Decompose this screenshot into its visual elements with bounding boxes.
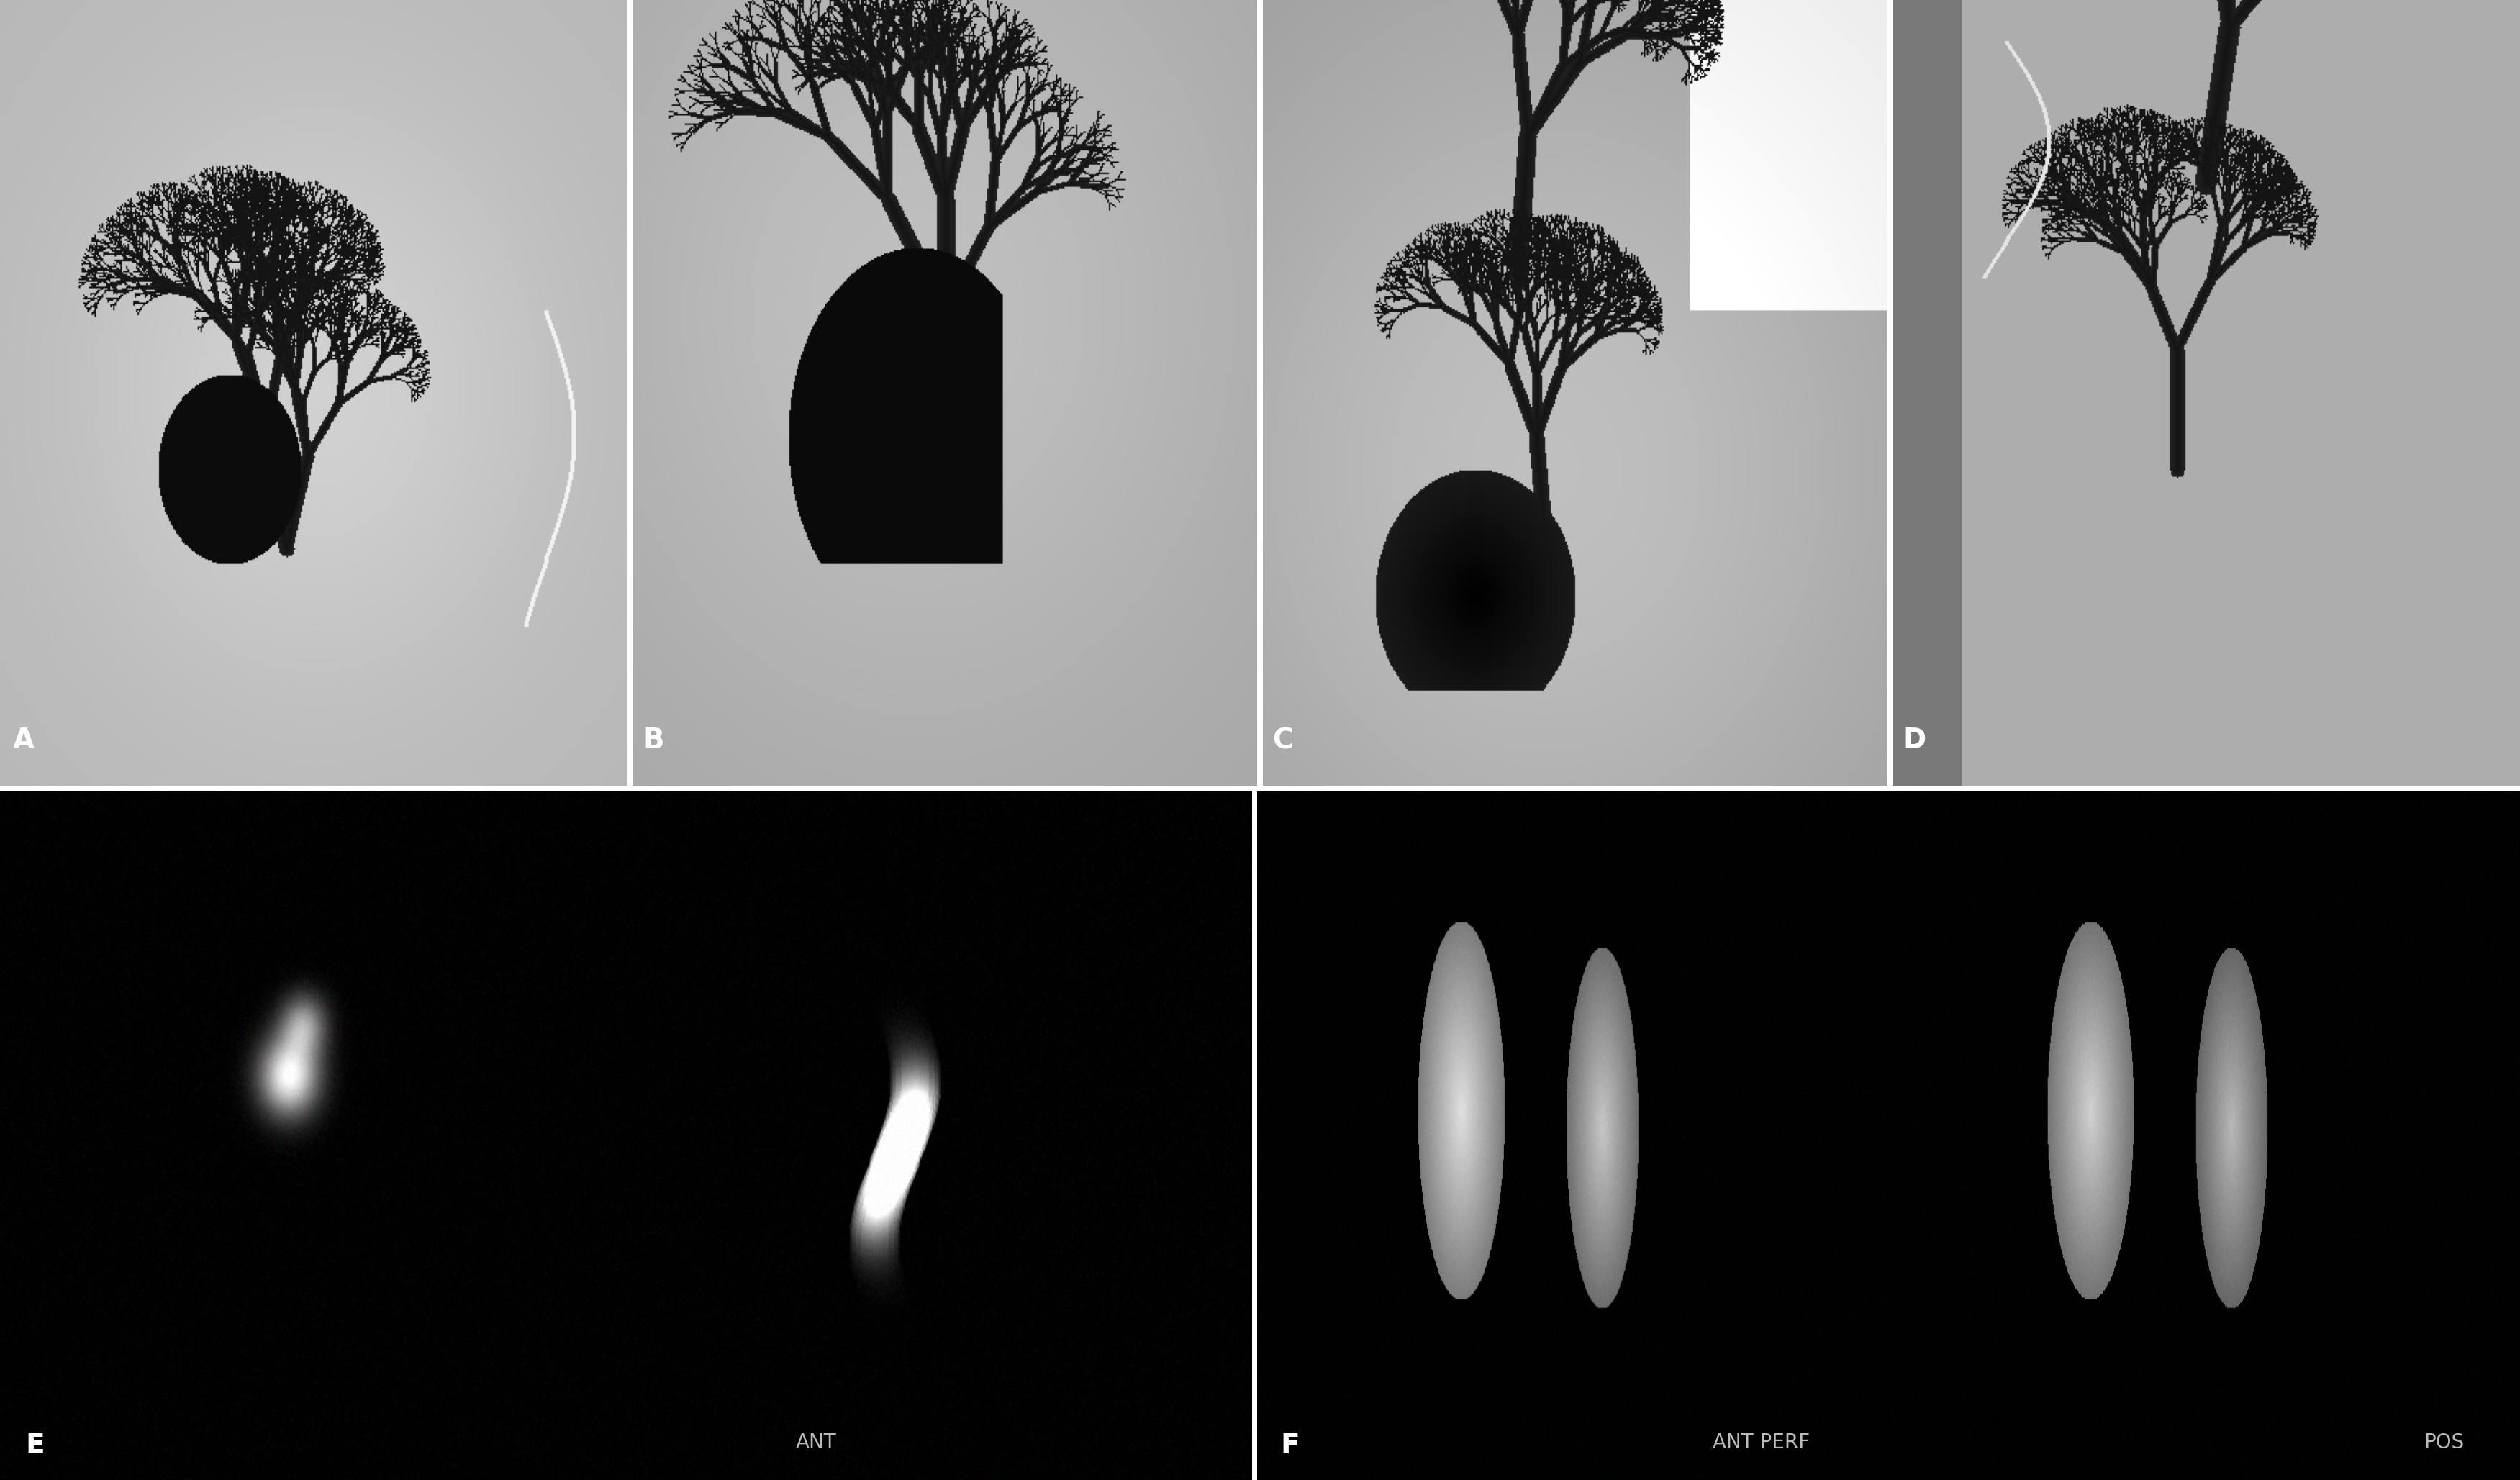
Text: E: E xyxy=(25,1433,45,1459)
Text: B: B xyxy=(643,727,663,755)
Text: ANT: ANT xyxy=(796,1433,837,1452)
Text: A: A xyxy=(13,727,35,755)
Text: POS: POS xyxy=(2424,1433,2465,1452)
Text: C: C xyxy=(1273,727,1293,755)
Text: D: D xyxy=(1903,727,1925,755)
Text: ANT PERF: ANT PERF xyxy=(1714,1433,1809,1452)
Text: F: F xyxy=(1280,1433,1300,1459)
